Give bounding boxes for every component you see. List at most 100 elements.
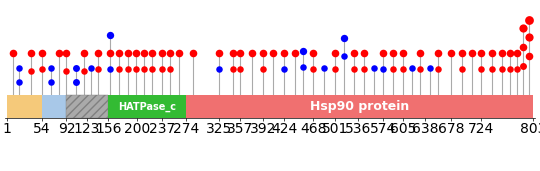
Point	[37, 52, 46, 55]
Point	[280, 68, 289, 71]
Point	[132, 52, 140, 55]
Point	[379, 52, 387, 55]
Point	[497, 52, 506, 55]
Point	[189, 52, 198, 55]
Point	[340, 54, 348, 57]
Point	[389, 68, 398, 71]
Point	[228, 52, 237, 55]
Point	[26, 52, 35, 55]
Point	[166, 52, 174, 55]
Text: Hsp90 protein: Hsp90 protein	[310, 100, 409, 113]
Bar	[42, 95, 66, 118]
Point	[140, 68, 149, 71]
Point	[340, 37, 348, 40]
Point	[525, 18, 534, 21]
Point	[15, 67, 24, 69]
Point	[415, 52, 424, 55]
Point	[299, 49, 307, 52]
Point	[259, 52, 268, 55]
Point	[79, 52, 88, 55]
Point	[299, 65, 307, 68]
Point	[105, 68, 114, 71]
Point	[477, 52, 486, 55]
Point	[399, 52, 408, 55]
Point	[140, 52, 149, 55]
Point	[506, 52, 515, 55]
Point	[525, 36, 534, 38]
Point	[512, 68, 521, 71]
Point	[330, 52, 339, 55]
Point	[72, 67, 80, 69]
Point	[15, 80, 24, 83]
Point	[309, 52, 318, 55]
Point	[248, 52, 256, 55]
Point	[379, 68, 387, 71]
Point	[157, 52, 166, 55]
Bar	[66, 95, 109, 118]
Point	[157, 68, 166, 71]
Bar	[109, 95, 186, 118]
Point	[236, 52, 245, 55]
Text: HATPase_c: HATPase_c	[118, 102, 176, 112]
Point	[518, 64, 527, 67]
Point	[291, 52, 299, 55]
Point	[46, 80, 55, 83]
Point	[447, 52, 456, 55]
Point	[350, 68, 359, 71]
Point	[309, 68, 318, 71]
Point	[269, 52, 278, 55]
Point	[259, 68, 268, 71]
Point	[132, 68, 140, 71]
Point	[105, 52, 114, 55]
Point	[525, 54, 534, 57]
Point	[330, 68, 339, 71]
Point	[46, 67, 55, 69]
Point	[236, 68, 245, 71]
Point	[434, 52, 442, 55]
Point	[228, 68, 237, 71]
Point	[54, 52, 63, 55]
Point	[105, 33, 114, 36]
Bar	[6, 95, 42, 118]
Point	[518, 46, 527, 48]
Point	[320, 67, 329, 69]
Point	[488, 68, 496, 71]
Point	[408, 67, 416, 69]
Point	[477, 68, 486, 71]
Point	[8, 52, 17, 55]
Point	[458, 52, 467, 55]
Point	[468, 52, 476, 55]
Point	[389, 52, 398, 55]
Point	[518, 27, 527, 30]
Point	[360, 68, 368, 71]
Point	[458, 68, 467, 71]
Point	[114, 52, 123, 55]
Point	[415, 68, 424, 71]
Point	[147, 68, 156, 71]
Point	[62, 69, 71, 72]
Point	[62, 52, 71, 55]
Point	[79, 69, 88, 72]
Point	[434, 68, 442, 71]
Point	[360, 52, 368, 55]
Point	[512, 52, 521, 55]
Point	[166, 68, 174, 71]
Bar	[186, 95, 534, 118]
Point	[369, 67, 378, 69]
Point	[93, 52, 102, 55]
Point	[123, 68, 132, 71]
Point	[26, 69, 35, 72]
Point	[87, 67, 96, 69]
Point	[123, 52, 132, 55]
Point	[147, 52, 156, 55]
Point	[72, 80, 80, 83]
Point	[215, 52, 224, 55]
Point	[114, 68, 123, 71]
Point	[488, 52, 496, 55]
Point	[497, 68, 506, 71]
Point	[215, 68, 224, 71]
Point	[280, 52, 289, 55]
Point	[93, 68, 102, 71]
Point	[399, 68, 408, 71]
Point	[174, 52, 183, 55]
